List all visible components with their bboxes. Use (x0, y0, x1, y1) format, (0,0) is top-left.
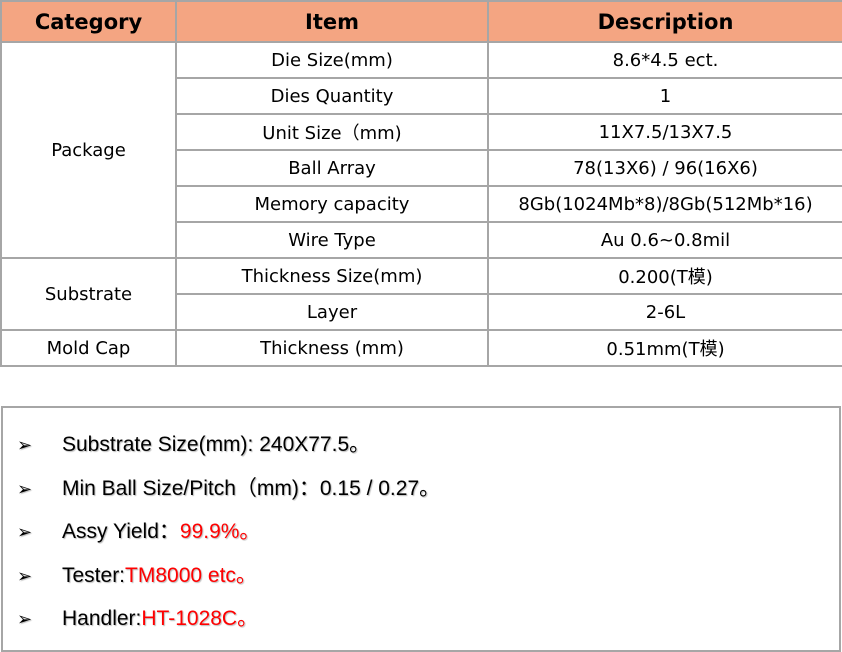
note-item: ➢ Handler:HT-1028C。 (17, 602, 258, 632)
note-item: ➢ Tester:TM8000 etc。 (17, 559, 257, 589)
arrowhead-bullet-icon: ➢ (17, 522, 33, 542)
arrowhead-bullet-icon: ➢ (17, 479, 33, 499)
note-item: ➢ Min Ball Size/Pitch（mm)：0.15 / 0.27。 (17, 472, 440, 502)
header-item: Item (175, 0, 489, 43)
table-row: Wire Type Au 0.6~0.8mil (1, 221, 842, 259)
item-cell: Layer (175, 293, 489, 331)
description-cell: 11X7.5/13X7.5 (487, 113, 842, 151)
arrowhead-bullet-icon: ➢ (17, 566, 33, 586)
header-row: Category Item Description (0, 0, 842, 43)
description-cell: 8.6*4.5 ect. (487, 41, 842, 79)
note-label: Tester: (62, 564, 126, 587)
header-description: Description (487, 0, 842, 43)
table-row: Mold Cap Thickness (mm) 0.51mm(T模) (0, 329, 842, 367)
table-row: Substrate Thickness Size(mm) 0.200(T模) (0, 257, 842, 331)
item-cell: Die Size(mm) (175, 41, 489, 79)
description-cell: 1 (487, 77, 842, 115)
table-row: Ball Array 78(13X6) / 96(16X6) (1, 149, 842, 187)
note-value: 99.9%。 (179, 520, 261, 543)
category-cell: Mold Cap (0, 329, 177, 367)
note-label: Handler: (62, 607, 142, 630)
description-cell: Au 0.6~0.8mil (487, 221, 842, 259)
note-value: TM8000 etc。 (125, 564, 257, 587)
table-row: Unit Size（mm) 11X7.5/13X7.5 (1, 113, 842, 151)
description-cell: 0.200(T模) (487, 257, 842, 295)
notes-box: ➢ Substrate Size(mm): 240X77.5。 ➢ Min Ball… (1, 406, 841, 652)
note-value: HT-1028C。 (141, 607, 259, 630)
table-row: Dies Quantity 1 (1, 77, 842, 115)
item-cell: Ball Array (175, 149, 489, 187)
table-row: Layer 2-6L (1, 293, 842, 331)
item-cell: Thickness (mm) (175, 329, 489, 367)
description-cell: 2-6L (487, 293, 842, 331)
spec-table: Category Item Description Package Die Si… (0, 0, 842, 367)
note-label: Assy Yield： (62, 520, 180, 543)
item-cell: Unit Size（mm) (175, 113, 489, 151)
description-cell: 8Gb(1024Mb*8)/8Gb(512Mb*16) (487, 185, 842, 223)
description-cell: 0.51mm(T模) (487, 329, 842, 367)
item-cell: Dies Quantity (175, 77, 489, 115)
table-row: Memory capacity 8Gb(1024Mb*8)/8Gb(512Mb*… (1, 185, 842, 223)
note-label: Min Ball Size/Pitch（mm)：0.15 / 0.27。 (62, 477, 441, 500)
category-cell: Package (0, 41, 177, 259)
note-item: ➢ Substrate Size(mm): 240X77.5。 (17, 428, 370, 458)
category-cell: Substrate (0, 257, 177, 331)
item-cell: Wire Type (175, 221, 489, 259)
item-cell: Memory capacity (175, 185, 489, 223)
table-row: Package Die Size(mm) 8.6*4.5 ect. (0, 41, 842, 259)
item-cell: Thickness Size(mm) (175, 257, 489, 295)
note-item: ➢ Assy Yield：99.9%。 (17, 515, 260, 545)
note-label: Substrate Size(mm): 240X77.5。 (62, 433, 371, 456)
description-cell: 78(13X6) / 96(16X6) (487, 149, 842, 187)
header-category: Category (0, 0, 177, 43)
arrowhead-bullet-icon: ➢ (17, 435, 33, 455)
arrowhead-bullet-icon: ➢ (17, 609, 33, 629)
